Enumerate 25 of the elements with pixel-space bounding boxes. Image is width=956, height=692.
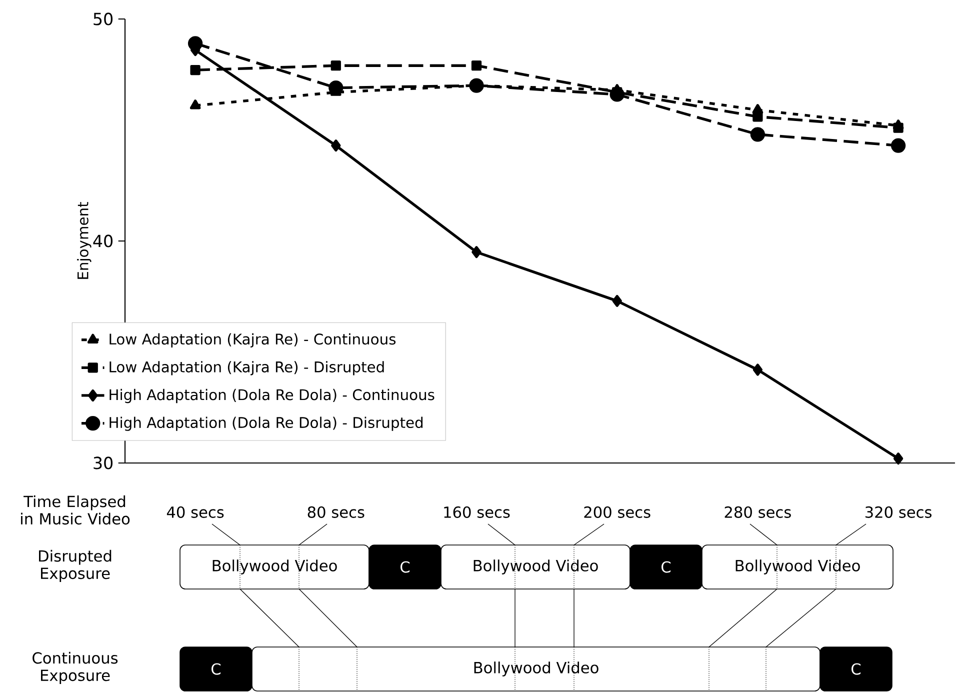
y-tick-label: 30	[94, 456, 113, 470]
text: C	[212, 663, 221, 675]
text: Continuous Exposure	[32, 652, 118, 684]
legend-label: Low Adaptation (Kajra Re) - Disrupted	[110, 361, 384, 376]
y-tick-label: 50	[94, 12, 113, 26]
text: Bollywood Video	[474, 560, 598, 574]
x-tick-label: 160 secs	[444, 506, 510, 518]
text: C	[852, 663, 861, 675]
text: Bollywood Video	[736, 560, 860, 574]
text: C	[400, 561, 410, 573]
text: Bollywood Video	[474, 662, 598, 676]
legend-label: High Adaptation (Dola Re Dola) - Continuous	[110, 388, 434, 404]
y-tick-label: 40	[93, 234, 113, 248]
y-axis-title: Enjoyment	[77, 202, 92, 279]
legend-label: Low Adaptation (Kajra Re) - Continuous	[110, 333, 396, 348]
x-tick-label: 280 secs	[724, 506, 791, 518]
legend-label: High Adaptation (Dola Re Dola) - Disrupted	[110, 416, 423, 431]
x-tick-label: 40 secs	[166, 506, 224, 518]
text: Time Elapsed in Music Video	[21, 495, 130, 525]
text: Disrupted Exposure	[39, 550, 112, 582]
text: C	[662, 561, 671, 573]
x-tick-label: 200 secs	[584, 506, 650, 518]
x-tick-label: 320 secs	[865, 506, 932, 518]
x-tick-label: 80 secs	[308, 506, 364, 518]
text: Bollywood Video	[212, 560, 337, 574]
